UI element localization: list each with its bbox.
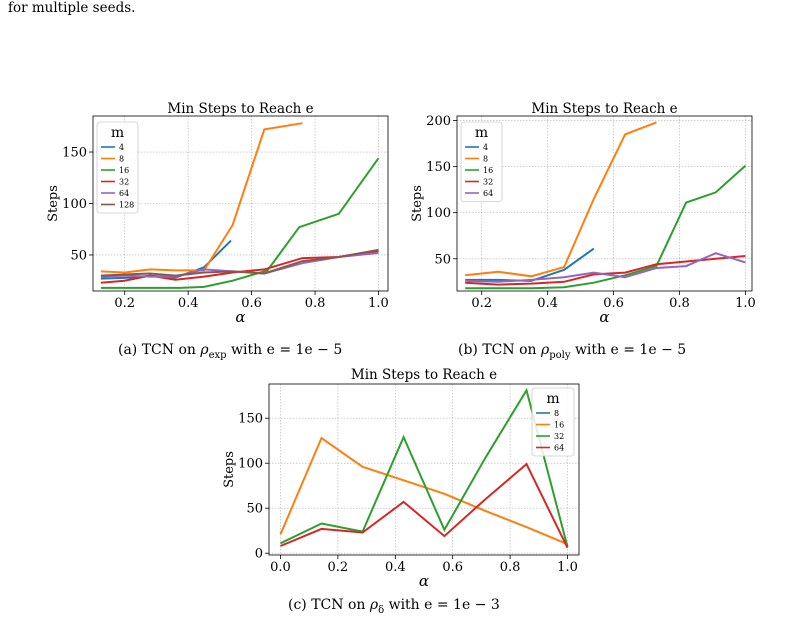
caption-b-prefix: (b) TCN on [458, 342, 541, 358]
chart-c-ytick-label: 100 [238, 457, 263, 472]
chart-c-series-16-line [279, 436, 568, 546]
chart-b-ytick-label: 200 [426, 114, 451, 129]
chart-a-ytick-label: 100 [62, 197, 87, 212]
chart-b-legend-label-4: 4 [483, 143, 488, 152]
caption-a-symbol: ρ [200, 342, 209, 358]
chart-a-series-16-line [100, 157, 380, 289]
chart-b-ytick-label: 50 [434, 252, 451, 267]
caption-b: (b) TCN on ρpoly with e = 1e − 5 [458, 342, 686, 361]
caption-a: (a) TCN on ρexp with e = 1e − 5 [118, 342, 342, 361]
chart-c-ytick-label: 150 [238, 412, 263, 427]
chart-c-legend-box [531, 387, 575, 457]
chart-b-ytick-label: 150 [426, 160, 451, 175]
chart-c-legend-label-16: 16 [554, 421, 564, 430]
chart-b-title: Min Steps to Reach e [531, 101, 677, 117]
chart-b-legend-label-8: 8 [483, 155, 488, 164]
chart-a-title: Min Steps to Reach e [167, 101, 313, 117]
chart-c-legend-label-8: 8 [554, 409, 559, 418]
chart-c-series-32-line [280, 387, 569, 548]
chart-a-xtick-label: 0.8 [305, 296, 326, 311]
chart-c-xtick-label: 0.2 [328, 560, 349, 575]
chart-b-legend-label-64: 64 [483, 189, 493, 198]
chart-c-frame [268, 383, 580, 556]
chart-b-xtick-label: 0.6 [603, 296, 624, 311]
chart-b-legend-label-16: 16 [483, 166, 493, 175]
chart-b-xtick-label: 0.8 [669, 296, 690, 311]
chart-a-xtick-label: 0.4 [178, 296, 199, 311]
caption-a-prefix: (a) TCN on [118, 342, 201, 358]
chart-a-ytick-label: 50 [70, 248, 87, 263]
chart-b-xtick-label: 1.0 [735, 296, 756, 311]
chart-a-series-8-line [100, 122, 303, 274]
chart-c-legend-label-64: 64 [554, 444, 564, 453]
chart-c-xtick-label: 0.6 [442, 560, 463, 575]
chart-b-ytick-label: 100 [426, 206, 451, 221]
chart-a-legend-box [96, 121, 139, 214]
chart-c-legend-label-32: 32 [554, 432, 564, 441]
chart-b-series-16-line [465, 164, 747, 290]
chart-c-xlabel: α [419, 572, 429, 590]
chart-a-xlabel: α [235, 308, 245, 326]
chart-a-legend-label-64: 64 [119, 189, 129, 198]
chart-b-xtick-label: 0.4 [537, 296, 558, 311]
chart-b-legend-title: m [475, 125, 488, 141]
chart-c-series-64-line [280, 462, 569, 549]
chart-a-ytick-label: 150 [62, 146, 87, 161]
chart-c-ylabel: Steps [222, 451, 237, 488]
chart-b-legend-label-32: 32 [483, 178, 493, 187]
caption-b-symbol: ρ [540, 342, 550, 358]
chart-a-legend-label-128: 128 [119, 201, 134, 210]
caption-c-suffix: with e = 1e − 3 [384, 597, 500, 613]
chart-c-title: Min Steps to Reach e [351, 367, 497, 383]
chart-a-legend-label-8: 8 [119, 155, 124, 164]
chart-c-xtick-label: 0.0 [270, 560, 291, 575]
chart-c-ytick-label: 50 [246, 502, 263, 517]
chart-a-ylabel: Steps [46, 185, 61, 222]
chart-a-legend-title: m [111, 125, 124, 141]
chart-c-ytick-label: 0 [255, 547, 263, 562]
caption-c-prefix: (c) TCN on [288, 597, 370, 613]
header-text: for multiple seeds. [8, 0, 136, 16]
chart-b-series-64-line [465, 252, 746, 283]
chart-b-ylabel: Steps [410, 185, 425, 222]
chart-c-xtick-label: 0.8 [500, 560, 521, 575]
caption-c: (c) TCN on ρδ with e = 1e − 3 [288, 597, 500, 616]
chart-b-series-8-line [465, 121, 657, 278]
chart-a-legend-label-4: 4 [119, 143, 124, 152]
chart-c-xtick-label: 1.0 [557, 560, 578, 575]
chart-a-xtick-label: 0.2 [114, 296, 135, 311]
caption-c-symbol: ρ [369, 597, 379, 613]
chart-c-legend-title: m [546, 391, 559, 407]
chart-b-frame [456, 115, 753, 292]
chart-a-legend-label-16: 16 [119, 166, 129, 175]
chart-a-series-64-line [100, 251, 379, 278]
chart-b-xtick-label: 0.2 [471, 296, 492, 311]
chart-c-xtick-label: 0.4 [385, 560, 406, 575]
chart-a-legend-label-32: 32 [119, 178, 129, 187]
chart-a-xtick-label: 1.0 [368, 296, 389, 311]
caption-b-sub: poly [549, 349, 571, 361]
chart-a-series-32-line [100, 249, 379, 284]
caption-a-sub: exp [208, 349, 227, 361]
chart-a-series-128-line [100, 248, 379, 277]
caption-a-suffix: with e = 1e − 5 [226, 342, 343, 358]
chart-b-xlabel: α [599, 308, 609, 326]
caption-c-sub: δ [378, 604, 385, 616]
caption-b-suffix: with e = 1e − 5 [570, 342, 687, 358]
chart-a-xtick-label: 0.6 [241, 296, 262, 311]
